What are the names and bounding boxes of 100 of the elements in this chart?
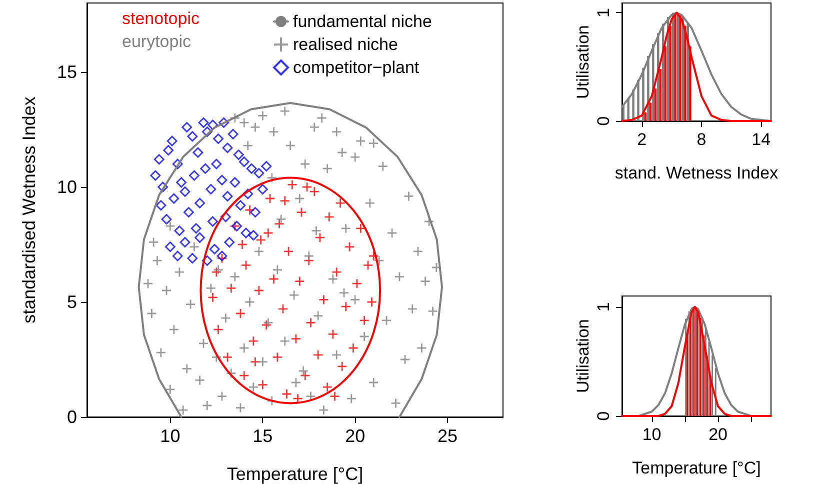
point: [314, 232, 326, 243]
point: [280, 196, 290, 206]
y-axis-title: standardised Wetness Index: [19, 96, 39, 324]
point: [362, 260, 374, 270]
x-tick-label: 10: [160, 426, 180, 446]
point: [216, 253, 228, 264]
point: [257, 184, 268, 194]
y-tick-label: 1: [594, 8, 613, 18]
point: [172, 250, 183, 262]
point: [208, 292, 218, 303]
point: [278, 304, 288, 314]
point: [211, 266, 222, 278]
point: [194, 198, 205, 208]
point: [336, 361, 348, 372]
legend-label: competitor−plant: [293, 58, 420, 77]
x-axis-title: Temperature [°C]: [226, 464, 364, 484]
y-tick-label: 10: [56, 177, 77, 197]
point: [194, 232, 205, 243]
point: [200, 163, 211, 174]
legend-label: realised niche: [293, 35, 398, 54]
point: [154, 154, 164, 165]
point: [218, 117, 230, 128]
point: [335, 198, 346, 208]
annotation: eurytopic: [122, 32, 192, 51]
point: [235, 308, 246, 319]
point: [202, 255, 212, 266]
x-axis-title: stand. Wetness Index: [614, 163, 779, 182]
point: [222, 191, 233, 202]
point: [183, 207, 194, 218]
point: [306, 318, 316, 328]
point: [206, 184, 216, 194]
point: [182, 122, 192, 132]
y-axis-title: Utilisation: [574, 25, 592, 99]
point: [254, 168, 264, 178]
point: [318, 294, 329, 305]
point: [202, 126, 212, 137]
point: [248, 230, 259, 240]
point: [165, 242, 176, 252]
point: [366, 296, 377, 308]
point: [230, 177, 240, 188]
point: [294, 276, 305, 286]
point: [176, 177, 186, 188]
point: [244, 204, 255, 216]
y-axis-title: Utilisation: [574, 319, 592, 393]
point: [163, 145, 174, 156]
point: [240, 260, 252, 270]
point: [246, 163, 257, 174]
point: [190, 223, 202, 234]
point: [261, 161, 272, 172]
point: [192, 147, 204, 158]
point: [220, 212, 231, 222]
point: [156, 200, 166, 211]
point: [238, 156, 250, 167]
x-tick-label: 2: [637, 130, 647, 149]
point: [237, 239, 248, 250]
point: [254, 285, 264, 296]
x-tick-label: 14: [752, 130, 771, 149]
point: [240, 228, 252, 238]
point: [168, 193, 180, 204]
point: [226, 283, 236, 294]
point: [208, 216, 218, 227]
point: [352, 278, 362, 289]
point: [213, 324, 224, 335]
point: [187, 253, 198, 264]
point: [300, 370, 310, 381]
y-tick-label: 0: [594, 116, 613, 126]
point: [274, 218, 284, 229]
point: [242, 188, 254, 200]
x-tick-label: 25: [438, 426, 458, 446]
point: [189, 170, 200, 181]
point: [166, 136, 178, 146]
point: [224, 237, 235, 248]
point: [296, 207, 307, 218]
point: [150, 170, 161, 181]
point: [213, 134, 224, 144]
point: [174, 226, 185, 236]
point: [344, 242, 355, 252]
point: [287, 180, 298, 190]
point: [216, 250, 228, 262]
y-tick-label: 5: [66, 292, 77, 312]
x-tick-label: 20: [708, 425, 728, 444]
point: [264, 193, 276, 204]
point: [355, 223, 366, 234]
point: [158, 182, 168, 192]
point: [172, 158, 183, 170]
point: [368, 250, 379, 262]
point: [312, 350, 324, 360]
point: [272, 352, 283, 362]
point: [228, 128, 238, 140]
y-tick-label: 0: [594, 411, 613, 421]
point: [283, 246, 294, 257]
point: [250, 356, 260, 367]
point: [235, 200, 246, 211]
point: [324, 212, 334, 222]
point: [348, 342, 358, 354]
y-tick-label: 15: [56, 62, 77, 82]
point: [330, 391, 340, 402]
point: [211, 158, 222, 170]
point: [248, 336, 259, 346]
point: [340, 301, 352, 312]
